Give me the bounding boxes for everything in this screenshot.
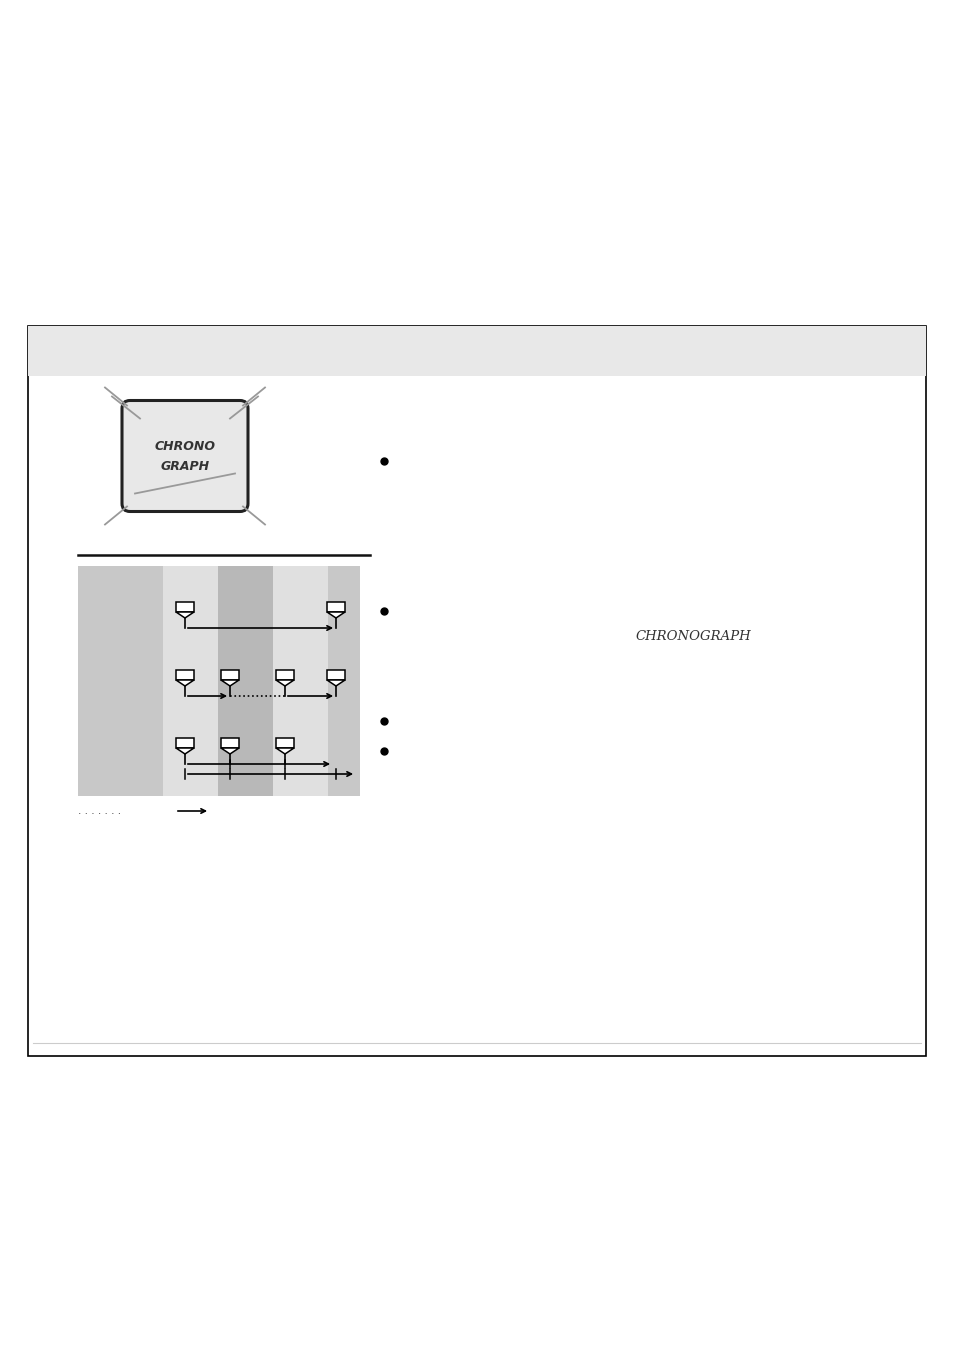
Bar	[221, 738, 239, 748]
Polygon shape	[175, 748, 193, 754]
Bar	[328, 566, 359, 796]
Polygon shape	[221, 748, 239, 754]
Bar	[28, 326, 925, 1056]
Bar	[163, 566, 218, 796]
Polygon shape	[175, 680, 193, 686]
Bar	[78, 566, 163, 796]
Bar	[218, 566, 273, 796]
Polygon shape	[275, 680, 294, 686]
Bar	[78, 566, 359, 796]
Bar	[273, 566, 328, 796]
Text: GRAPH: GRAPH	[160, 459, 210, 473]
Bar	[275, 738, 294, 748]
Text: CHRONO: CHRONO	[154, 439, 215, 453]
Bar	[28, 326, 925, 376]
Polygon shape	[175, 612, 193, 617]
FancyBboxPatch shape	[122, 400, 248, 512]
Bar	[175, 738, 193, 748]
Polygon shape	[327, 612, 345, 617]
Polygon shape	[221, 680, 239, 686]
Bar	[221, 670, 239, 680]
Bar	[327, 670, 345, 680]
Text: CHRONOGRAPH: CHRONOGRAPH	[635, 630, 750, 643]
Bar	[175, 670, 193, 680]
Bar	[275, 670, 294, 680]
Bar	[327, 603, 345, 612]
Text: . . . . . . .: . . . . . . .	[78, 807, 121, 816]
Bar	[175, 603, 193, 612]
Polygon shape	[327, 680, 345, 686]
Polygon shape	[275, 748, 294, 754]
